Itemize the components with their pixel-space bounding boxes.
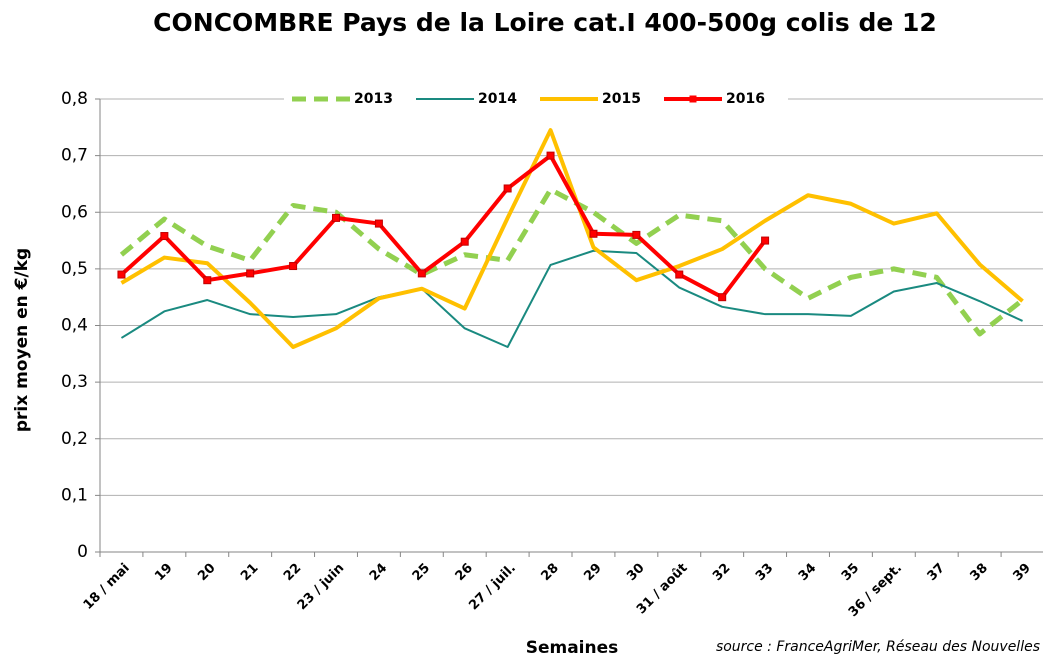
series-marker	[632, 230, 641, 239]
y-tick-label: 0,8	[61, 89, 88, 109]
x-tick-label: 23 / juin	[295, 561, 348, 614]
y-tick-label: 0	[77, 542, 88, 562]
x-tick-label: 25	[410, 561, 433, 584]
series-marker	[374, 219, 383, 228]
series-marker	[546, 151, 555, 160]
x-tick-label: 19	[152, 561, 175, 584]
legend-marker	[689, 95, 697, 103]
series-marker	[246, 269, 255, 278]
x-tick-label: 35	[839, 561, 862, 584]
x-tick-label: 30	[624, 561, 647, 584]
x-axis-label: Semaines	[526, 638, 619, 658]
chart-title: CONCOMBRE Pays de la Loire cat.I 400-500…	[153, 8, 937, 37]
x-tick-label: 34	[796, 561, 819, 584]
series-line	[119, 187, 1025, 337]
x-tick-label: 18 / mai	[81, 561, 133, 613]
x-tick-label: 38	[968, 561, 991, 584]
legend-label: 2013	[354, 91, 393, 107]
series-line	[120, 128, 1024, 350]
series-marker	[503, 184, 512, 193]
series-marker	[675, 270, 684, 279]
source-note: source : FranceAgriMer, Réseau des Nouve…	[716, 639, 1040, 655]
series-marker	[460, 237, 469, 246]
legend-box	[284, 88, 788, 110]
y-tick-label: 0,7	[61, 146, 88, 166]
y-tick-label: 0,4	[61, 316, 88, 336]
series-marker	[761, 236, 770, 245]
series-marker	[589, 229, 598, 238]
legend-label: 2016	[726, 91, 765, 107]
x-tick-label: 29	[581, 561, 604, 584]
x-tick-label: 24	[367, 561, 390, 584]
y-tick-label: 0,3	[61, 372, 88, 392]
y-tick-label: 0,6	[61, 202, 88, 222]
x-tick-label: 27 / juil.	[466, 561, 519, 614]
x-tick-label: 20	[195, 561, 218, 584]
legend-label: 2014	[478, 91, 517, 107]
series-marker	[718, 293, 727, 302]
y-tick-label: 0,2	[61, 429, 88, 449]
x-tick-label: 21	[238, 561, 261, 584]
series-marker	[160, 232, 169, 241]
x-tick-label: 32	[710, 561, 733, 584]
x-tick-label: 26	[453, 561, 476, 584]
x-tick-label: 39	[1010, 561, 1033, 584]
x-tick-label: 22	[281, 561, 304, 584]
series-marker	[117, 270, 126, 279]
series-marker	[332, 213, 340, 222]
y-axis-label: prix moyen en €/kg	[12, 248, 32, 432]
series-line	[120, 249, 1023, 349]
x-tick-label: 28	[538, 561, 561, 584]
legend-label: 2015	[602, 91, 641, 107]
y-tick-label: 0,5	[61, 259, 88, 279]
series-line	[120, 153, 767, 300]
x-tick-label: 37	[925, 561, 948, 584]
series-marker	[289, 262, 298, 271]
series-marker	[203, 276, 212, 285]
y-tick-label: 0,1	[61, 485, 88, 505]
x-tick-label: 33	[753, 561, 776, 584]
series-marker	[417, 269, 426, 278]
